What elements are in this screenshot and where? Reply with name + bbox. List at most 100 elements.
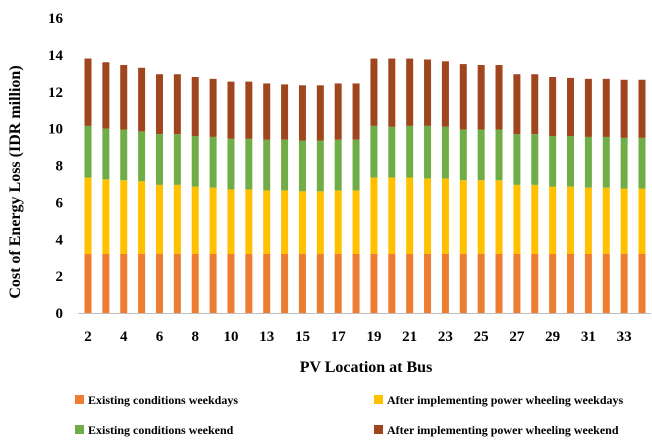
bar-segment-bus-10-series-1: [227, 254, 235, 313]
bar-segment-bus-15-series-1: [316, 254, 324, 313]
bar-segment-bus-18-series-3: [370, 125, 378, 178]
bar-segment-bus-11-series-3: [245, 138, 253, 190]
bar-segment-bus-29-series-3: [567, 136, 575, 187]
bar-segment-bus-16-series-1: [334, 254, 342, 313]
bar-segment-bus-27-series-1: [531, 254, 539, 313]
bar-segment-bus-14-series-3: [298, 140, 306, 192]
bar-segment-bus-32-series-2: [620, 188, 628, 254]
bar-segment-bus-23-series-2: [459, 180, 467, 254]
bar-segment-bus-11-series-2: [245, 189, 253, 254]
bar-segment-bus-11-series-4: [245, 81, 253, 139]
bar-segment-bus-21-series-4: [424, 59, 432, 126]
bar-segment-bus-20-series-2: [406, 177, 414, 254]
bar-segment-bus-22-series-3: [441, 126, 449, 179]
bar-segment-bus-2-series-4: [84, 58, 92, 126]
bar-segment-bus-26-series-4: [513, 74, 521, 135]
bar-segment-bus-28-series-1: [549, 254, 557, 313]
bar-segment-bus-13-series-3: [281, 139, 289, 191]
bar-segment-bus-25-series-2: [495, 180, 503, 254]
bar-segment-bus-4-series-1: [120, 254, 128, 313]
bar-segment-bus-3-series-4: [102, 62, 110, 129]
y-tick-label: 8: [56, 159, 64, 175]
bar-segment-bus-30-series-1: [584, 254, 592, 313]
bar-segment-bus-5-series-2: [138, 181, 146, 254]
x-tick-label: 17: [331, 329, 347, 345]
bar-segment-bus-28-series-3: [549, 136, 557, 187]
y-tick-label: 14: [48, 48, 64, 64]
bar-segment-bus-15-series-2: [316, 191, 324, 254]
x-tick-label: 21: [402, 329, 417, 345]
bar-segment-bus-24-series-3: [477, 129, 485, 181]
bar-segment-bus-33-series-4: [638, 79, 646, 138]
bar-segment-bus-2-series-2: [84, 177, 92, 254]
bar-segment-bus-18-series-2: [370, 177, 378, 254]
bar-segment-bus-6-series-4: [155, 74, 163, 135]
bar-segment-bus-12-series-2: [263, 190, 271, 254]
bar-segment-bus-31-series-4: [602, 78, 610, 137]
bar-segment-bus-9-series-4: [209, 78, 217, 137]
bar-segment-bus-26-series-3: [513, 134, 521, 185]
bar-segment-bus-33-series-2: [638, 188, 646, 254]
bar-segment-bus-6-series-2: [155, 184, 163, 254]
bar-segment-bus-20-series-1: [406, 254, 414, 313]
bar-segment-bus-26-series-2: [513, 184, 521, 254]
x-tick-label: 27: [509, 329, 525, 345]
bar-segment-bus-10-series-3: [227, 138, 235, 190]
bar-segment-bus-19-series-2: [388, 177, 396, 254]
y-tick-label: 16: [48, 11, 64, 27]
bar-segment-bus-21-series-1: [424, 254, 432, 313]
bar-segment-bus-8-series-2: [191, 186, 199, 254]
legend-swatch: [374, 425, 383, 434]
bar-segment-bus-22-series-4: [441, 61, 449, 127]
bar-segment-bus-25-series-4: [495, 65, 503, 130]
bar-segment-bus-12-series-4: [263, 83, 271, 140]
bar-segment-bus-21-series-3: [424, 125, 432, 179]
bar-segment-bus-12-series-3: [263, 139, 271, 191]
bar-segment-bus-16-series-3: [334, 139, 342, 191]
bar-segment-bus-13-series-4: [281, 84, 289, 140]
bar-segment-bus-30-series-4: [584, 78, 592, 137]
x-tick-label: 6: [156, 329, 164, 345]
bar-segment-bus-8-series-4: [191, 77, 199, 136]
y-axis-title: Cost of Energy Loss (IDR million): [7, 65, 24, 298]
bar-segment-bus-27-series-4: [531, 74, 539, 135]
bar-segment-bus-24-series-2: [477, 180, 485, 254]
bar-segment-bus-14-series-4: [298, 85, 306, 141]
bar-segment-bus-31-series-2: [602, 187, 610, 255]
bar-segment-bus-32-series-1: [620, 254, 628, 313]
bar-segment-bus-17-series-4: [352, 83, 360, 140]
y-tick-label: 6: [56, 195, 64, 211]
bar-segment-bus-28-series-4: [549, 77, 557, 136]
bar-segment-bus-7-series-4: [173, 74, 181, 135]
bar-segment-bus-12-series-1: [263, 254, 271, 313]
bar-segment-bus-10-series-4: [227, 81, 235, 139]
bar-segment-bus-3-series-2: [102, 179, 110, 254]
legend-label: Existing conditions weekend: [88, 423, 234, 437]
x-tick-label: 31: [581, 329, 596, 345]
y-tick-label: 2: [56, 269, 64, 285]
legend-swatch: [374, 395, 383, 404]
bar-segment-bus-6-series-3: [155, 134, 163, 185]
bar-segment-bus-21-series-2: [424, 178, 432, 254]
bar-segment-bus-32-series-4: [620, 79, 628, 138]
bar-segment-bus-19-series-3: [388, 126, 396, 178]
bar-segment-bus-23-series-3: [459, 129, 467, 181]
bar-segment-bus-9-series-2: [209, 187, 217, 255]
bar-segment-bus-7-series-3: [173, 134, 181, 185]
bar-segment-bus-3-series-3: [102, 128, 110, 180]
legend-swatch: [75, 425, 84, 434]
x-tick-label: 4: [120, 329, 128, 345]
bar-segment-bus-33-series-3: [638, 137, 646, 189]
x-tick-label: 23: [438, 329, 453, 345]
x-tick-label: 13: [259, 329, 274, 345]
bar-segment-bus-29-series-4: [567, 77, 575, 136]
bar-segment-bus-20-series-4: [406, 58, 414, 126]
bar-segment-bus-8-series-3: [191, 136, 199, 187]
bar-segment-bus-30-series-2: [584, 187, 592, 255]
bar-segment-bus-19-series-1: [388, 254, 396, 313]
bar-segment-bus-7-series-2: [173, 184, 181, 254]
bar-segment-bus-13-series-1: [281, 254, 289, 313]
bar-segment-bus-25-series-3: [495, 129, 503, 181]
bar-segment-bus-13-series-2: [281, 190, 289, 254]
